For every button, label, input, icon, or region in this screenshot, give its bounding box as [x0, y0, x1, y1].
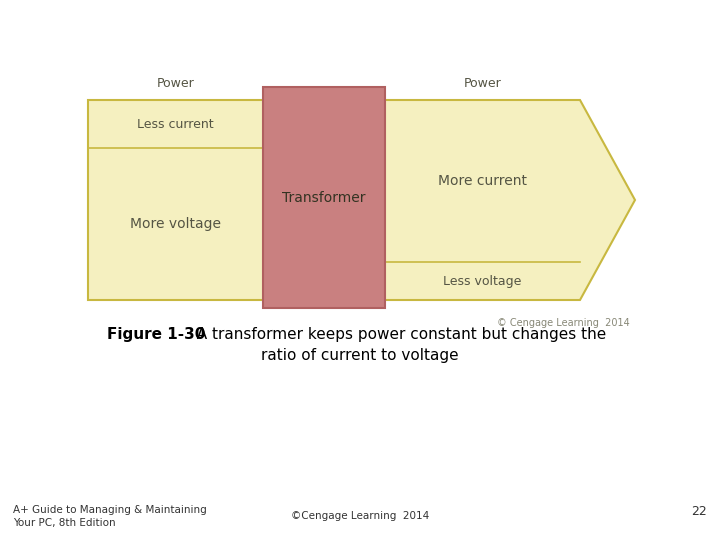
Text: More current: More current [438, 174, 527, 188]
Bar [263, 87, 385, 308]
Text: Your PC, 8th Edition: Your PC, 8th Edition [13, 518, 116, 529]
Text: ratio of current to voltage: ratio of current to voltage [261, 348, 459, 363]
Text: 22: 22 [691, 505, 707, 518]
Text: ©Cengage Learning  2014: ©Cengage Learning 2014 [291, 511, 429, 522]
Text: Less current: Less current [138, 118, 214, 131]
Text: A transformer keeps power constant but changes the: A transformer keeps power constant but c… [187, 327, 606, 342]
Text: Transformer: Transformer [282, 191, 366, 205]
Polygon shape [88, 100, 635, 300]
Text: Less voltage: Less voltage [444, 274, 522, 287]
Text: Power: Power [464, 77, 501, 90]
Text: More voltage: More voltage [130, 217, 221, 231]
Text: Power: Power [157, 77, 194, 90]
Text: © Cengage Learning  2014: © Cengage Learning 2014 [498, 318, 630, 328]
Text: A+ Guide to Managing & Maintaining: A+ Guide to Managing & Maintaining [13, 505, 207, 515]
Text: Figure 1-30: Figure 1-30 [107, 327, 205, 342]
